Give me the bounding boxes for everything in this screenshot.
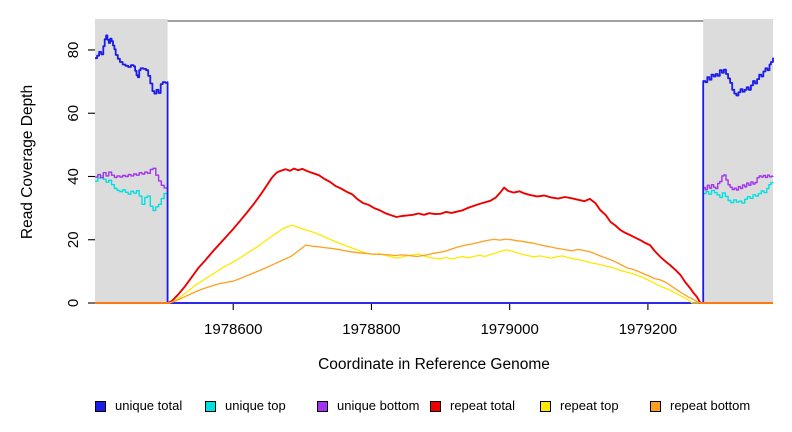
- x-tick-label: 1979200: [619, 321, 677, 338]
- y-tick-label: 20: [65, 231, 82, 248]
- y-tick-label: 80: [65, 42, 82, 59]
- y-tick-label: 0: [65, 299, 82, 307]
- series-line-repeat-total: [95, 167, 773, 304]
- series-line-repeat-top: [95, 224, 773, 304]
- x-axis-title: Coordinate in Reference Genome: [318, 356, 550, 373]
- series-line-unique-bottom: [95, 167, 774, 304]
- shaded-region-1: [95, 19, 168, 303]
- y-axis-title: Read Coverage Depth: [19, 84, 36, 240]
- series-line-repeat-bottom: [95, 238, 773, 304]
- x-tick-label: 1979000: [480, 321, 538, 338]
- y-tick-label: 60: [65, 105, 82, 122]
- y-tick-label: 40: [65, 168, 82, 185]
- series-line-unique-total: [95, 34, 774, 304]
- x-tick-label: 1978800: [342, 321, 400, 338]
- x-tick-label: 1978600: [204, 321, 262, 338]
- shaded-region-2: [703, 19, 773, 303]
